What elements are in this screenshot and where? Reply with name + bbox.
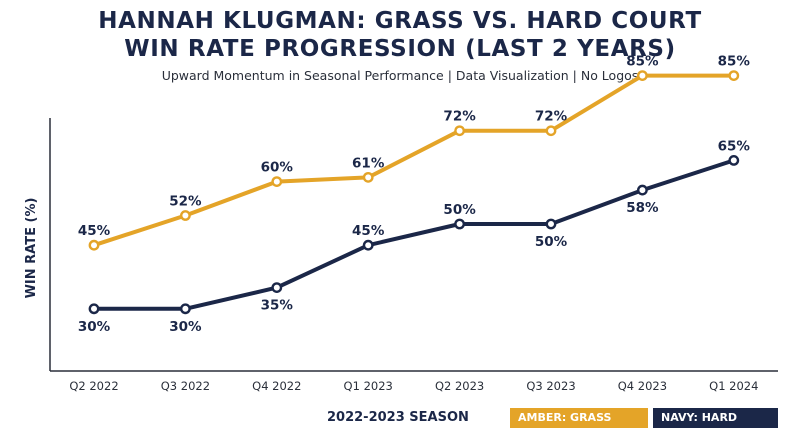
data-point (88, 303, 100, 315)
data-label: 61% (352, 155, 385, 171)
data-point (362, 171, 374, 183)
data-label: 72% (535, 109, 568, 125)
data-label: 30% (169, 319, 202, 335)
x-axis-title: 2022-2023 SEASON (327, 410, 469, 425)
data-point (454, 218, 465, 230)
data-label: 85% (718, 54, 751, 70)
legend-grass-courts: AMBER: GRASS COURTS (510, 408, 648, 444)
data-label: 60% (261, 160, 294, 176)
x-tick-label: Q4 2022 (252, 379, 301, 393)
x-tick-label: Q3 2023 (526, 379, 575, 393)
data-label: 35% (261, 298, 294, 314)
data-point (88, 239, 100, 251)
data-label: 52% (169, 194, 202, 210)
series-line-grass (92, 73, 736, 248)
x-tick-label: Q4 2023 (618, 379, 667, 393)
y-axis-title: WIN RATE (%) (24, 198, 39, 299)
chart-subtitle: Upward Momentum in Seasonal Performance … (161, 68, 639, 83)
data-point (271, 176, 283, 188)
data-point (728, 154, 740, 166)
data-label: 45% (352, 223, 385, 239)
data-point (637, 70, 648, 82)
data-label: 58% (626, 200, 659, 216)
x-tick-label: Q1 2023 (344, 379, 393, 393)
data-label: 72% (443, 109, 476, 125)
series-line-hard (92, 158, 736, 311)
data-label: 85% (626, 54, 659, 70)
data-point (362, 239, 374, 251)
data-label: 45% (78, 223, 111, 239)
chart-title-line-2: WIN RATE PROGRESSION (LAST 2 YEARS) (124, 36, 676, 62)
data-label: 65% (718, 138, 751, 154)
data-point (179, 303, 191, 315)
data-label: 50% (443, 202, 476, 218)
data-point (545, 125, 557, 137)
data-point (454, 125, 465, 137)
data-point (545, 218, 557, 230)
data-label: 30% (78, 319, 111, 335)
data-point (637, 184, 648, 196)
chart-title-line-1: HANNAH KLUGMAN: GRASS VS. HARD COURT (98, 8, 702, 34)
x-tick-label: Q2 2023 (435, 379, 484, 393)
x-tick-label: Q3 2022 (161, 379, 210, 393)
data-point (728, 70, 740, 82)
data-point (179, 210, 191, 221)
x-tick-label: Q2 2022 (69, 379, 118, 393)
data-point (271, 282, 283, 293)
x-tick-label: Q1 2024 (709, 379, 758, 393)
legend-hard-courts: NAVY: HARD COURTS (653, 408, 778, 444)
data-label: 50% (535, 234, 568, 250)
